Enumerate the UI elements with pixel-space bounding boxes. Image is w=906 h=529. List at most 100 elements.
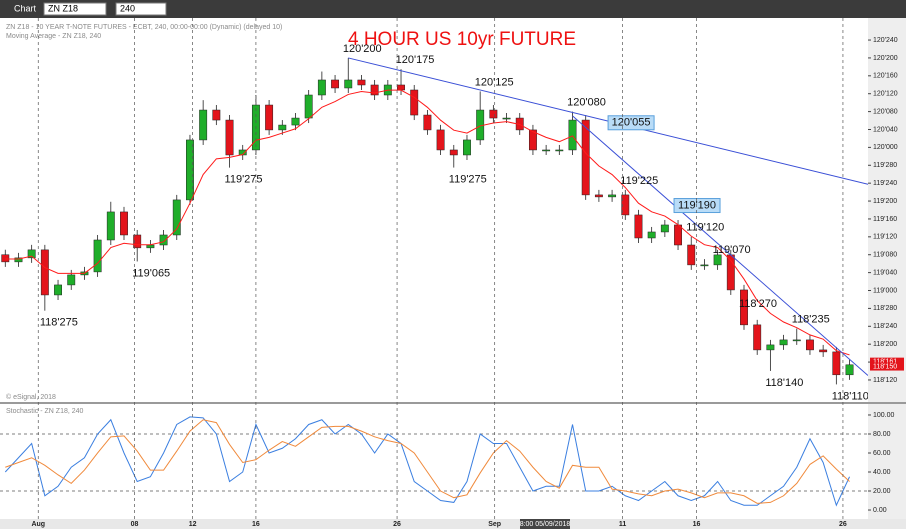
candle-body	[608, 194, 617, 198]
candle-body	[410, 89, 419, 116]
x-tick-label: 16	[693, 521, 701, 528]
candle-body	[120, 211, 128, 236]
candle-body	[634, 214, 643, 239]
price-box	[673, 198, 721, 214]
y-tick-label: 120'000	[873, 144, 898, 151]
candle-body	[449, 149, 458, 156]
candle-body	[370, 84, 379, 96]
interval-input[interactable]	[115, 2, 167, 16]
price-box-label: 120'055	[612, 117, 651, 129]
watermark: © eSignal, 2018	[6, 393, 56, 401]
candle-body	[67, 274, 76, 286]
y-tick-label: 120'120	[873, 91, 898, 98]
candle-body	[832, 351, 841, 376]
candle-body	[291, 117, 300, 126]
candle-body	[581, 119, 590, 196]
chart-title: 4 HOUR US 10yr FUTURE	[348, 29, 576, 50]
y-tick-label: 119'040	[873, 269, 897, 276]
price-box-label: 119'190	[678, 199, 716, 211]
symbol-input[interactable]	[43, 2, 107, 16]
price-annotation: 118'270	[739, 298, 777, 310]
stochastic-pane	[0, 416, 868, 507]
price-pane: 120'200 120'175 120'125 120'080 119'225 119'1…	[1, 43, 869, 402]
candle-body	[687, 244, 696, 266]
candle-body	[568, 119, 577, 151]
candle-body	[27, 249, 36, 259]
indicator-line	[4, 416, 850, 507]
x-tick-label: 08	[131, 521, 139, 528]
candle-body	[397, 84, 405, 91]
price-annotation: 119'225	[620, 175, 658, 187]
price-box	[607, 115, 655, 131]
interval[interactable]: 240	[120, 3, 135, 13]
y-tick-label: 118'280	[873, 305, 897, 312]
candle-body	[225, 119, 234, 156]
symbol[interactable]: ZN Z18	[48, 3, 78, 13]
y-tick-label: 119'080	[873, 252, 897, 259]
y-tick-label: 120'200	[873, 55, 898, 62]
candle-body	[1, 254, 10, 263]
candle-body	[423, 114, 432, 131]
y-tick-label: 80.00	[873, 431, 891, 438]
y-tick-label: 119'160	[873, 216, 897, 223]
candle-body	[806, 339, 814, 351]
axes: Aug08121626Sep111626118'120118'160118'20…	[31, 18, 904, 529]
price-annotation: 119'275	[449, 173, 487, 185]
price-marker-label: 118'161	[873, 358, 897, 365]
candle-body	[357, 79, 366, 86]
x-tick-label: 26	[393, 521, 401, 528]
price-annotation: 119'120	[686, 222, 724, 234]
y-tick-label: 120'080	[873, 108, 898, 115]
candle-body	[331, 79, 340, 89]
price-annotation: 118'110	[832, 390, 869, 402]
price-annotation: 119'065	[132, 267, 170, 279]
candle-body	[502, 117, 511, 120]
candle-body	[278, 124, 287, 131]
y-tick-label: 119'280	[873, 162, 897, 169]
moving-average	[5, 89, 850, 356]
pane-divider	[0, 402, 906, 404]
legend-line: Moving Average - ZN Z18, 240	[6, 33, 101, 40]
candle-body	[463, 139, 471, 156]
x-tick-label: 26	[839, 521, 847, 528]
toolbar	[0, 0, 906, 18]
price-axis-panel	[868, 18, 906, 520]
candle-body	[133, 234, 142, 249]
candle-body	[753, 324, 762, 351]
candle-body	[199, 109, 208, 141]
y-tick-label: 118'200	[873, 341, 897, 348]
x-tick-label: 16	[252, 521, 260, 528]
y-tick-label: 120'160	[873, 73, 898, 80]
x-tick-label: Sep	[488, 521, 501, 528]
time-axis-panel	[0, 519, 906, 529]
cursor-date: 8:00 05/09/2018	[520, 521, 571, 528]
candle-body	[713, 254, 722, 266]
price-annotation: 119'070	[713, 244, 751, 256]
window-title: Chart	[14, 3, 37, 13]
candle-body	[621, 194, 630, 216]
candle-body	[647, 231, 656, 239]
candle-body	[14, 257, 23, 263]
y-tick-label: 20.00	[873, 488, 891, 495]
candle-body	[40, 249, 49, 296]
indicator-line	[5, 419, 850, 504]
candle-body	[304, 94, 313, 119]
candle-body	[845, 364, 854, 376]
indicator-name: Stochastic - ZN Z18, 240	[6, 408, 84, 415]
price-annotation: 120'080	[567, 97, 606, 109]
candle-body	[93, 239, 102, 273]
candle-body	[528, 129, 537, 151]
price-annotation: 120'200	[343, 43, 382, 55]
x-tick-label: 12	[189, 521, 197, 528]
y-tick-label: 119'200	[873, 198, 897, 205]
price-annotation: 120'175	[396, 54, 435, 66]
candle-body	[186, 139, 194, 201]
y-tick-label: 119'240	[873, 180, 897, 187]
price-annotation: 119'275	[225, 173, 263, 185]
candle-body	[792, 339, 801, 342]
candle-body	[489, 109, 498, 119]
x-tick-label: Aug	[31, 521, 45, 528]
candle-body	[766, 344, 775, 351]
